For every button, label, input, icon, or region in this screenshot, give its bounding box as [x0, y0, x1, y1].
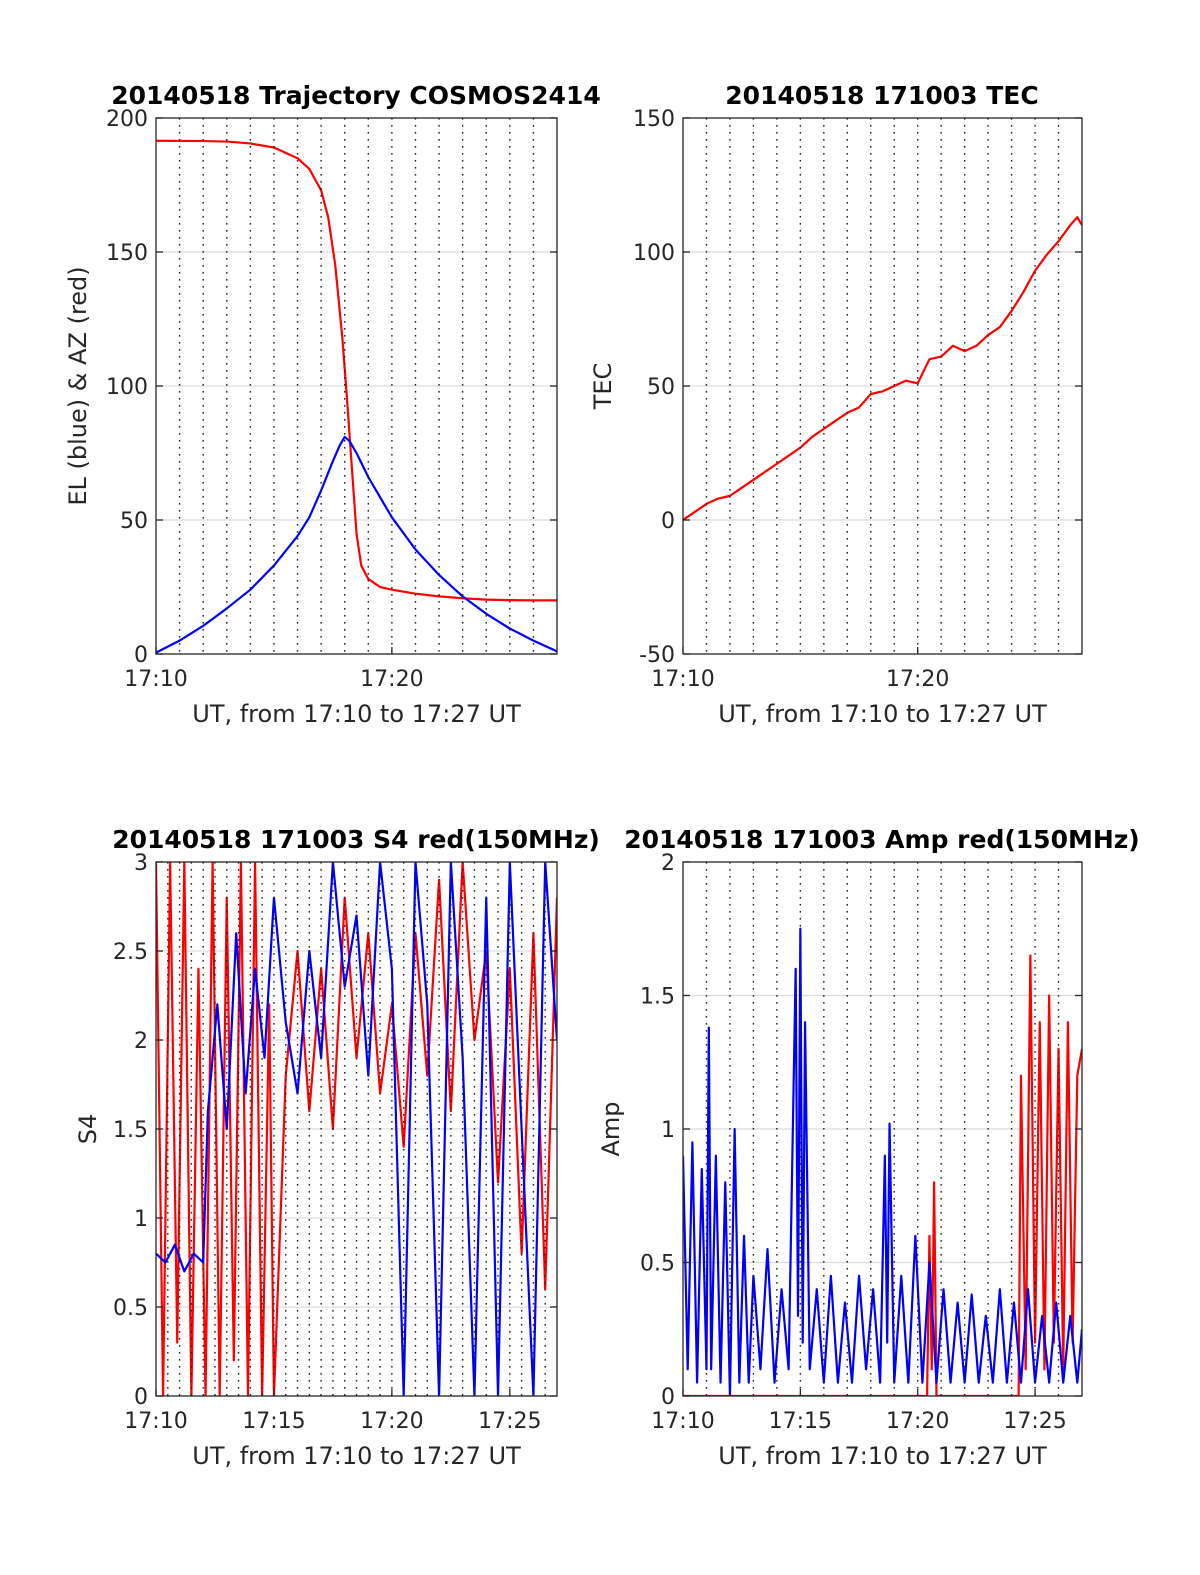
y-tick-label: 1 — [661, 1118, 675, 1143]
y-axis-label: S4 — [74, 1114, 102, 1145]
y-tick-label: 100 — [106, 375, 148, 400]
x-axis-label: UT, from 17:10 to 17:27 UT — [192, 700, 521, 728]
chart-title: 20140518 171003 TEC — [725, 81, 1038, 110]
x-axis-label: UT, from 17:10 to 17:27 UT — [192, 1442, 521, 1470]
y-tick-label: 150 — [106, 241, 148, 266]
x-axis-label: UT, from 17:10 to 17:27 UT — [718, 1442, 1047, 1470]
series-group — [156, 862, 557, 1396]
chart-title: 20140518 171003 S4 red(150MHz) — [112, 825, 600, 854]
chart-title: 20140518 Trajectory COSMOS2414 — [111, 81, 601, 110]
series-group — [683, 927, 1082, 1396]
y-tick-label: 2 — [134, 1029, 148, 1054]
y-tick-label: 1.5 — [113, 1118, 148, 1143]
x-tick-label: 17:20 — [360, 1409, 423, 1434]
x-tick-label: 17:25 — [478, 1409, 541, 1434]
series-line-blue — [683, 927, 1082, 1396]
s4-chart: 0 0.5 1 1.5 2 2.5 3 17:10 17:15 17:20 17:25 2014051… — [74, 825, 600, 1470]
x-tick-label: 17:20 — [360, 667, 423, 692]
tec-chart: -50 0 50 100 150 17:10 17:20 20140518 171003 TE… — [589, 81, 1083, 728]
y-tick-label: 0 — [134, 1385, 148, 1410]
series-line-blue — [156, 862, 557, 1396]
y-tick-label: 0 — [661, 1385, 675, 1410]
x-axis-label: UT, from 17:10 to 17:27 UT — [718, 700, 1047, 728]
x-tick-label: 17:10 — [651, 667, 714, 692]
y-tick-label: 150 — [633, 107, 675, 132]
y-axis-label: EL (blue) & AZ (red) — [64, 266, 92, 505]
y-tick-label: 50 — [647, 375, 675, 400]
y-axis-label: TEC — [589, 363, 617, 411]
x-tick-label: 17:10 — [124, 1409, 187, 1434]
y-tick-label: 1.5 — [640, 985, 675, 1010]
x-tick-label: 17:20 — [886, 667, 949, 692]
x-tick-label: 17:15 — [769, 1409, 832, 1434]
y-tick-label: 2 — [661, 851, 675, 876]
y-tick-label: 3 — [134, 851, 148, 876]
y-tick-label: 50 — [120, 509, 148, 534]
x-tick-label: 17:15 — [242, 1409, 305, 1434]
y-tick-label: 1 — [134, 1207, 148, 1232]
amp-chart: 0 0.5 1 1.5 2 17:10 17:15 17:20 17:25 20140518 17… — [597, 825, 1140, 1470]
x-tick-label: 17:25 — [1003, 1409, 1066, 1434]
y-tick-label: 0.5 — [640, 1252, 675, 1277]
y-tick-label: 0 — [661, 509, 675, 534]
y-axis-label: Amp — [597, 1101, 625, 1156]
y-tick-label: 200 — [106, 107, 148, 132]
y-tick-label: 100 — [633, 241, 675, 266]
y-tick-label: -50 — [639, 643, 675, 668]
x-tick-label: 17:10 — [124, 667, 187, 692]
y-tick-label: 0 — [134, 643, 148, 668]
chart-title: 20140518 171003 Amp red(150MHz) — [624, 825, 1140, 854]
series-group — [683, 216, 1082, 521]
x-tick-label: 17:10 — [651, 1409, 714, 1434]
series-line-red — [156, 862, 557, 1396]
y-tick-label: 0.5 — [113, 1296, 148, 1321]
series-line-red — [683, 216, 1082, 521]
series-line-blue — [156, 435, 557, 654]
x-tick-label: 17:20 — [886, 1409, 949, 1434]
trajectory-chart: 0 50 100 150 200 17:10 17:20 20140518 Trajector… — [64, 81, 601, 728]
y-tick-label: 2.5 — [113, 940, 148, 965]
